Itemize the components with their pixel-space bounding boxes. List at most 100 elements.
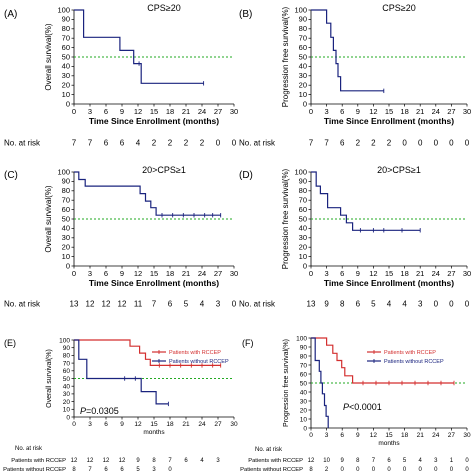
p-value-text: <0.0001	[349, 402, 382, 412]
risk-count: 0	[387, 467, 391, 473]
x-tick-label: 15	[150, 107, 158, 116]
risk-count: 13	[307, 300, 316, 309]
panel-label: (A)	[4, 9, 17, 20]
x-tick-label: 30	[463, 432, 471, 439]
y-tick-label: 100	[57, 5, 70, 14]
y-tick-label: 70	[62, 34, 70, 43]
x-tick-label: 0	[309, 269, 313, 278]
y-tick-label: 0	[66, 99, 70, 108]
x-tick-label: 9	[356, 269, 360, 278]
risk-count: 7	[372, 458, 376, 464]
survival-curve	[74, 339, 221, 366]
x-tick-label: 15	[150, 421, 158, 428]
risk-count: 9	[324, 300, 329, 309]
x-tick-label: 15	[385, 107, 393, 116]
y-tick-label: 70	[62, 196, 70, 205]
x-tick-label: 15	[385, 269, 393, 278]
x-tick-label: 9	[120, 107, 124, 116]
risk-count: 8	[309, 467, 313, 473]
risk-table-label: No. at risk	[255, 447, 283, 453]
x-tick-label: 18	[401, 432, 409, 439]
y-tick-label: 0	[303, 261, 307, 270]
risk-count: 3	[216, 458, 220, 464]
risk-count: 6	[120, 139, 125, 148]
y-tick-label: 0	[303, 99, 307, 108]
risk-count: 4	[200, 458, 204, 464]
risk-count: 0	[465, 458, 469, 464]
p-value-symbol: P	[343, 402, 349, 412]
x-tick-label: 6	[340, 269, 344, 278]
x-tick-label: 18	[166, 107, 174, 116]
risk-count: 7	[324, 139, 329, 148]
x-tick-label: 30	[463, 269, 471, 278]
risk-count: 0	[232, 300, 237, 309]
y-tick-label: 100	[296, 335, 307, 342]
y-tick-label: 90	[300, 344, 308, 351]
y-tick-label: 40	[62, 62, 70, 71]
risk-count: 2	[200, 139, 205, 148]
x-tick-label: 27	[447, 269, 455, 278]
risk-count: 12	[308, 458, 315, 464]
risk-table-label: No. at risk	[239, 139, 276, 148]
y-tick-label: 30	[300, 398, 308, 405]
y-tick-label: 80	[299, 24, 307, 33]
risk-table-label: No. at risk	[4, 139, 41, 148]
x-tick-label: 24	[198, 269, 206, 278]
survival-curve	[74, 339, 169, 405]
risk-count: 7	[152, 300, 157, 309]
risk-count: 6	[120, 467, 124, 473]
legend-label: Patients without RCCEP	[384, 359, 444, 365]
y-tick-label: 90	[62, 177, 70, 186]
y-tick-label: 80	[62, 186, 70, 195]
risk-count: 0	[465, 139, 470, 148]
x-tick-label: 21	[416, 269, 424, 278]
x-tick-label: 24	[432, 432, 440, 439]
y-tick-label: 80	[299, 186, 307, 195]
y-tick-label: 30	[62, 71, 70, 80]
x-tick-label: 12	[369, 107, 377, 116]
x-tick-label: 9	[356, 107, 360, 116]
chart-title: CPS≥20	[382, 3, 415, 13]
risk-count: 12	[71, 458, 78, 464]
risk-count: 12	[118, 300, 127, 309]
panel-label: (F)	[242, 338, 254, 348]
panel-label: (E)	[4, 338, 16, 348]
y-tick-label: 60	[300, 371, 308, 378]
x-axis-label: Time Since Enrollment (months)	[89, 278, 219, 288]
y-tick-label: 20	[62, 243, 70, 252]
chart-title: 20>CPS≥1	[377, 165, 421, 175]
y-tick-label: 10	[299, 252, 307, 261]
survival-curve	[311, 337, 329, 428]
x-tick-label: 30	[230, 421, 238, 428]
x-tick-label: 24	[432, 107, 440, 116]
panel-label: (C)	[4, 170, 18, 181]
x-tick-label: 0	[72, 269, 76, 278]
y-axis-label: Progression free survival(%)	[281, 168, 290, 269]
y-tick-label: 50	[63, 376, 71, 383]
risk-count: 10	[323, 458, 330, 464]
risk-count: 8	[356, 458, 360, 464]
risk-count: 0	[449, 139, 454, 148]
y-tick-label: 0	[66, 414, 70, 421]
risk-count: 0	[232, 139, 237, 148]
y-tick-label: 10	[63, 407, 71, 414]
x-tick-label: 27	[214, 421, 222, 428]
x-tick-label: 27	[214, 269, 222, 278]
risk-count: 6	[184, 458, 188, 464]
risk-count: 1	[450, 458, 454, 464]
risk-count: 2	[168, 139, 173, 148]
y-axis-label: Progression free survival(%)	[283, 339, 290, 427]
risk-row-label: Patients without RCCEP	[240, 467, 303, 473]
risk-count: 0	[216, 139, 221, 148]
x-axis-label: Time Since Enrollment (months)	[89, 116, 219, 126]
risk-count: 0	[434, 467, 438, 473]
risk-count: 4	[387, 300, 392, 309]
y-tick-label: 30	[299, 233, 307, 242]
x-tick-label: 21	[417, 432, 425, 439]
y-tick-label: 40	[299, 224, 307, 233]
risk-table-label: No. at risk	[15, 446, 43, 452]
risk-count: 11	[134, 300, 143, 309]
x-tick-label: 27	[214, 107, 222, 116]
